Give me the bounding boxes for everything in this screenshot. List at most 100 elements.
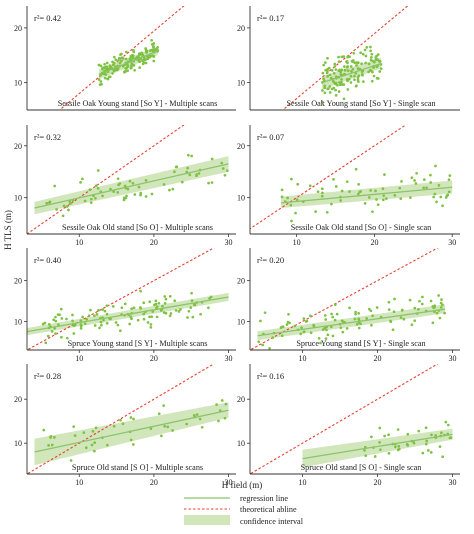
data-point [376, 58, 380, 62]
data-point [424, 442, 428, 446]
data-point [413, 179, 416, 182]
data-point [340, 55, 344, 59]
data-point [149, 323, 153, 326]
data-point [130, 317, 133, 321]
data-point [305, 319, 309, 323]
data-point [89, 201, 93, 205]
data-point [317, 337, 321, 340]
data-point [349, 65, 353, 68]
data-point [441, 455, 445, 459]
data-point [207, 181, 210, 185]
data-point [186, 166, 189, 170]
data-point [87, 314, 91, 318]
data-point [338, 83, 342, 87]
data-point [323, 86, 327, 90]
x-tick-label: 30 [225, 354, 233, 363]
data-point [69, 459, 73, 462]
data-point [142, 301, 146, 305]
data-point [363, 449, 366, 452]
plot-area [58, 6, 185, 110]
data-point [337, 55, 340, 59]
data-point [79, 326, 83, 330]
data-point [367, 62, 371, 66]
data-point [375, 198, 378, 201]
theoretical-abline [250, 248, 439, 350]
data-point [369, 58, 373, 62]
data-point [148, 49, 152, 52]
data-point [124, 57, 128, 61]
data-point [60, 317, 64, 320]
data-point [413, 306, 417, 310]
data-point [434, 164, 437, 168]
data-point [105, 304, 109, 308]
data-point [137, 52, 141, 56]
data-point [45, 201, 49, 205]
data-point [340, 78, 343, 81]
x-tick-label: 10 [75, 238, 83, 247]
data-point [328, 73, 332, 77]
data-point [362, 80, 365, 83]
data-point [122, 198, 126, 202]
data-point [410, 323, 414, 327]
data-point [335, 312, 339, 316]
data-point [157, 412, 161, 416]
data-point [324, 337, 328, 340]
data-point [221, 167, 225, 170]
data-point [356, 67, 360, 70]
data-point [114, 321, 118, 324]
data-point [353, 74, 356, 78]
data-point [116, 191, 120, 194]
data-point [146, 321, 150, 324]
data-point [107, 75, 111, 79]
data-point [332, 178, 335, 181]
data-point [383, 434, 386, 438]
data-point [195, 413, 199, 416]
data-point [285, 323, 289, 326]
data-point [62, 204, 66, 208]
data-point [345, 327, 349, 330]
data-point [371, 70, 374, 74]
x-tick-label: 30 [448, 238, 456, 247]
data-point [162, 404, 166, 407]
data-point [343, 65, 346, 68]
data-point [400, 180, 403, 183]
theoretical-abline [58, 6, 185, 110]
data-point [132, 417, 135, 421]
data-point [331, 334, 335, 338]
data-point [126, 187, 130, 191]
data-point [50, 329, 54, 333]
data-point [144, 47, 148, 50]
panel-7: 10 20 10 20 30 r²= 0.28 Spruce Old stand [S O]… [14, 364, 236, 487]
data-point [348, 306, 351, 310]
regression-line [302, 433, 453, 460]
data-point [139, 193, 142, 197]
data-point [164, 297, 168, 301]
data-point [106, 77, 110, 81]
data-point [363, 202, 367, 205]
y-tick-label: 10 [14, 194, 22, 203]
data-point [342, 97, 346, 101]
data-point [113, 68, 117, 72]
data-point [99, 64, 103, 68]
data-point [368, 307, 371, 311]
data-point [321, 71, 325, 75]
data-point [435, 311, 439, 315]
data-point [339, 199, 343, 202]
x-tick-label: 20 [374, 478, 382, 487]
data-point [217, 419, 220, 423]
data-point [99, 80, 103, 83]
data-point [375, 76, 379, 80]
data-point [394, 445, 397, 449]
data-point [374, 58, 378, 62]
panel-3: 10 20 10 20 30 r²= 0.32 Sessile Oak Old stand … [14, 125, 236, 247]
panel-4: 10 20 10 20 30 r²= 0.07 Sessile Oak Old stand … [237, 125, 460, 247]
data-point [333, 303, 337, 306]
data-point [378, 70, 382, 73]
data-point [67, 208, 70, 212]
data-point [139, 191, 143, 195]
data-point [346, 65, 350, 68]
data-point [357, 74, 361, 78]
data-point [131, 181, 135, 185]
data-point [357, 317, 361, 321]
data-point [99, 320, 103, 324]
